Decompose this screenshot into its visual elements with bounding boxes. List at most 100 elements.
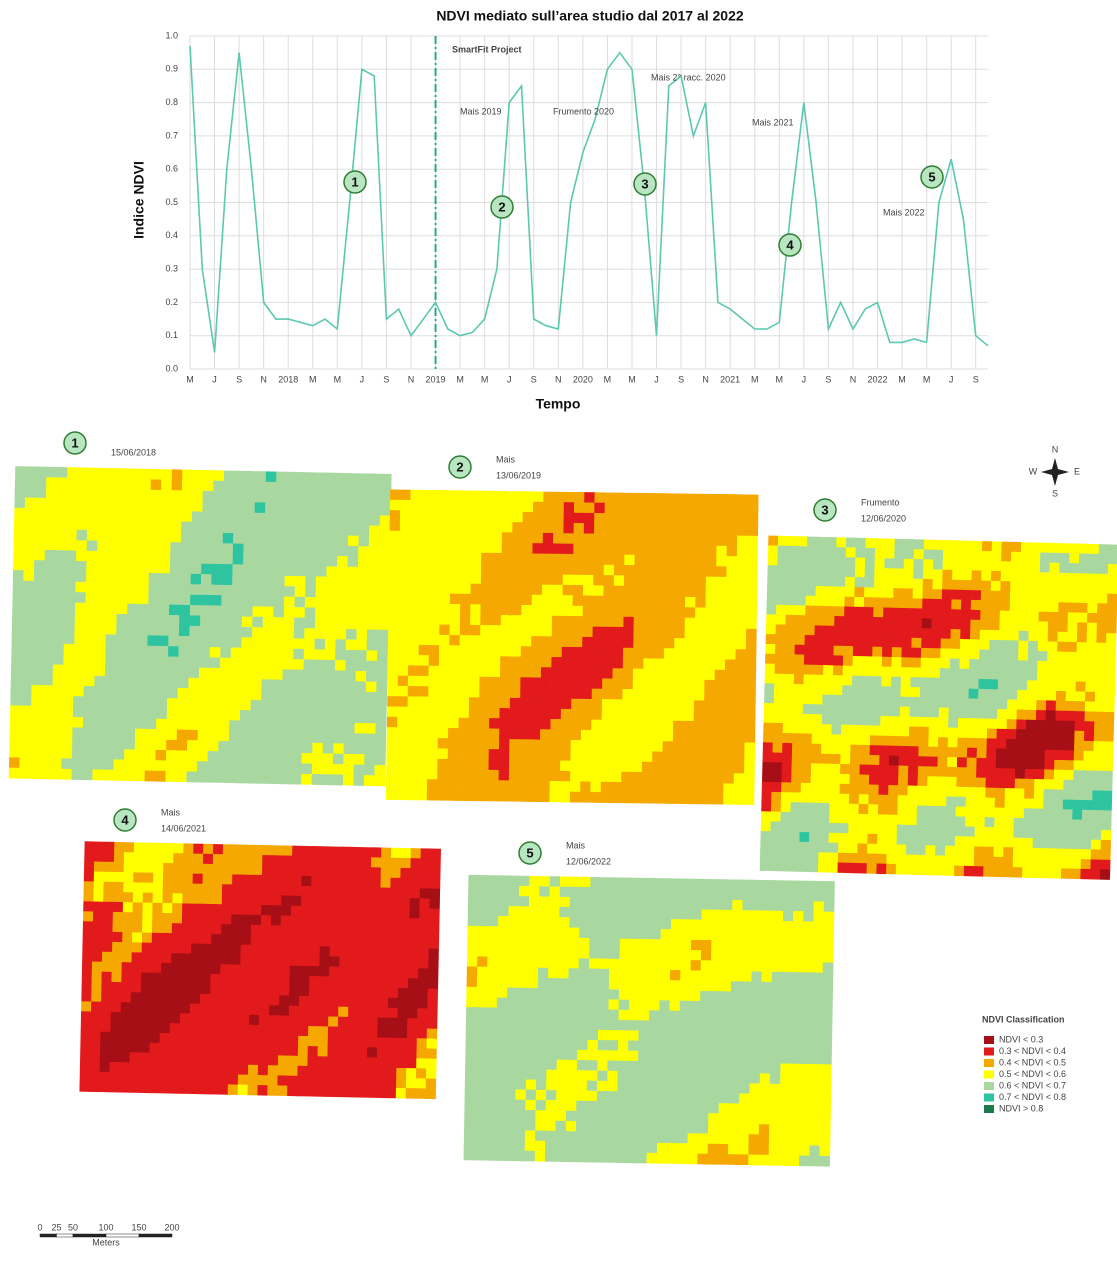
- map-cell: [1065, 711, 1075, 722]
- map-cell: [1097, 623, 1107, 634]
- map-cell: [270, 955, 281, 966]
- map-cell: [635, 524, 646, 535]
- map-cell: [81, 1011, 92, 1022]
- map-cell: [308, 1006, 319, 1017]
- map-cell: [1017, 690, 1027, 701]
- map-cell: [240, 975, 251, 986]
- map-cell: [952, 570, 962, 581]
- map-cell: [54, 613, 65, 624]
- map-cell: [232, 595, 243, 606]
- map-cell: [400, 868, 411, 879]
- map-cell: [380, 908, 391, 919]
- map-cell: [365, 733, 376, 744]
- map-cell: [67, 498, 78, 509]
- map-cell: [563, 585, 574, 596]
- map-cell: [663, 700, 674, 711]
- map-cell: [1027, 690, 1037, 701]
- map-cell: [189, 1064, 200, 1075]
- map-cell: [959, 659, 969, 670]
- map-cell: [1076, 672, 1086, 683]
- map-cell: [920, 668, 930, 679]
- map-cell: [369, 526, 380, 537]
- map-cell: [921, 628, 931, 639]
- map-cell: [409, 948, 420, 959]
- map-cell: [254, 534, 265, 545]
- map-cell: [623, 648, 634, 659]
- map-cell: [1108, 564, 1117, 575]
- map-cell: [675, 576, 686, 587]
- map-cell: [228, 772, 239, 783]
- map-cell: [153, 883, 164, 894]
- map-cell: [704, 721, 715, 732]
- map-cell: [643, 669, 654, 680]
- map-cell: [93, 717, 104, 728]
- map-cell: [290, 966, 301, 977]
- map-cell: [179, 615, 190, 626]
- map-cell: [258, 1065, 269, 1076]
- map-cell: [861, 715, 871, 726]
- map-cell: [772, 752, 782, 763]
- map-cell: [420, 521, 431, 532]
- map-cell: [539, 896, 550, 907]
- map-cell: [124, 862, 135, 873]
- map-cell: [419, 645, 430, 656]
- map-cell: [387, 737, 398, 748]
- map-cell: [830, 774, 840, 785]
- map-cell: [222, 904, 233, 915]
- map-cell: [887, 844, 897, 855]
- map-cell: [886, 864, 896, 875]
- map-cell: [1059, 563, 1069, 574]
- map-cell: [722, 900, 733, 911]
- map-cell: [990, 620, 1000, 631]
- map-cell: [294, 597, 305, 608]
- map-cell: [210, 616, 221, 627]
- map-cell: [919, 707, 929, 718]
- map-cell: [140, 1003, 151, 1014]
- map-cell: [913, 559, 923, 570]
- map-date: 12/06/2020: [861, 513, 906, 523]
- map-cell: [110, 1052, 121, 1063]
- map-cell: [141, 973, 152, 984]
- map-cell: [656, 493, 667, 504]
- map-cell: [522, 543, 533, 554]
- map-cell: [272, 875, 283, 886]
- map-cell: [948, 708, 958, 719]
- map-cell: [155, 750, 166, 761]
- map-cell: [418, 707, 429, 718]
- map-cell: [752, 961, 763, 972]
- map-cell: [553, 533, 564, 544]
- map-cell: [1008, 680, 1018, 691]
- map-cell: [553, 543, 564, 554]
- map-cell: [378, 997, 389, 1008]
- map-cell: [538, 937, 549, 948]
- annotation: Mais 2021: [752, 117, 794, 127]
- map-cell: [761, 801, 771, 812]
- map-cell: [239, 995, 250, 1006]
- map-cell: [996, 739, 1006, 750]
- map-cell: [428, 686, 439, 697]
- map-cell: [470, 604, 481, 615]
- map-cell: [940, 658, 950, 669]
- map-cell: [222, 564, 233, 575]
- map-cell: [837, 863, 847, 874]
- map-cell: [628, 1030, 639, 1041]
- map-cell: [1013, 847, 1023, 858]
- map-cell: [171, 963, 182, 974]
- map-cell: [347, 587, 358, 598]
- map-cell: [848, 814, 858, 825]
- map-cell: [593, 575, 604, 586]
- map-cell: [63, 675, 74, 686]
- map-cell: [166, 740, 177, 751]
- map-cell: [635, 493, 646, 504]
- map-cell: [897, 815, 907, 826]
- map-cell: [327, 556, 338, 567]
- map-cell: [937, 757, 947, 768]
- map-cell: [117, 572, 128, 583]
- map-cell: [830, 793, 840, 804]
- map-cell: [972, 561, 982, 572]
- map-cell: [804, 655, 814, 666]
- map-cell: [497, 957, 508, 968]
- map-cell: [1084, 721, 1094, 732]
- map-cell: [840, 754, 850, 765]
- map-cell: [221, 616, 232, 627]
